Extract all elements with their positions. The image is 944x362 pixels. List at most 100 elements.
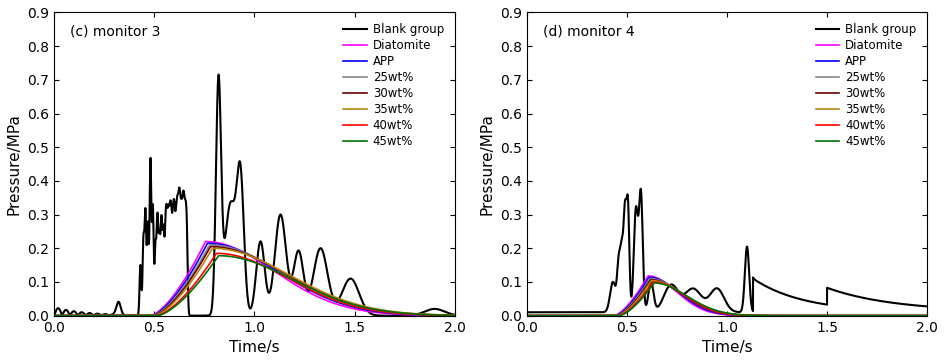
Text: (d) monitor 4: (d) monitor 4 <box>542 25 633 39</box>
45wt% <box>648 281 659 285</box>
30wt% <box>521 313 532 318</box>
Line: Diatomite: Diatomite <box>527 276 926 316</box>
40wt% <box>838 313 850 318</box>
APP <box>366 309 378 313</box>
30wt% <box>366 307 378 311</box>
35wt% <box>920 313 932 318</box>
Diatomite <box>666 286 677 290</box>
25wt% <box>366 307 378 312</box>
30wt% <box>775 313 786 318</box>
35wt% <box>757 313 768 318</box>
45wt% <box>775 313 786 318</box>
40wt% <box>775 313 786 318</box>
Y-axis label: Pressure/MPa: Pressure/MPa <box>479 113 494 215</box>
45wt% <box>194 279 205 284</box>
30wt% <box>920 313 932 318</box>
Legend: Blank group, Diatomite, APP, 25wt%, 30wt%, 35wt%, 40wt%, 45wt%: Blank group, Diatomite, APP, 25wt%, 30wt… <box>810 18 920 152</box>
40wt% <box>69 313 80 318</box>
APP <box>346 304 357 308</box>
35wt% <box>366 306 378 310</box>
30wt% <box>303 284 314 289</box>
40wt% <box>211 251 222 256</box>
45wt% <box>838 313 850 318</box>
35wt% <box>346 300 357 305</box>
Diatomite <box>49 313 60 318</box>
Blank group <box>666 282 677 287</box>
Diatomite <box>541 313 552 318</box>
30wt% <box>49 313 60 318</box>
25wt% <box>818 313 829 318</box>
Line: 35wt%: 35wt% <box>527 281 926 316</box>
Line: Blank group: Blank group <box>527 189 926 312</box>
40wt% <box>366 308 378 312</box>
APP <box>757 313 768 318</box>
40wt% <box>666 286 677 290</box>
APP <box>194 256 205 261</box>
Diatomite <box>920 313 932 318</box>
Legend: Blank group, Diatomite, APP, 25wt%, 30wt%, 35wt%, 40wt%, 45wt%: Blank group, Diatomite, APP, 25wt%, 30wt… <box>338 18 448 152</box>
30wt% <box>644 277 655 282</box>
40wt% <box>346 303 357 308</box>
40wt% <box>448 313 460 317</box>
35wt% <box>194 268 205 272</box>
30wt% <box>818 313 829 318</box>
Diatomite <box>775 313 786 318</box>
45wt% <box>920 313 932 318</box>
Diatomite <box>818 313 829 318</box>
Diatomite <box>303 290 314 294</box>
Blank group <box>303 289 314 294</box>
Blank group <box>775 291 786 295</box>
35wt% <box>666 285 677 289</box>
Diatomite <box>346 306 357 310</box>
45wt% <box>212 253 224 258</box>
35wt% <box>541 313 552 318</box>
Line: Blank group: Blank group <box>55 75 454 316</box>
APP <box>818 313 829 318</box>
30wt% <box>666 285 677 289</box>
Blank group <box>541 310 552 315</box>
40wt% <box>541 313 552 318</box>
Blank group <box>448 313 460 317</box>
35wt% <box>207 246 218 251</box>
Diatomite <box>521 313 532 318</box>
30wt% <box>541 313 552 318</box>
25wt% <box>448 313 460 317</box>
Line: APP: APP <box>55 243 454 316</box>
25wt% <box>521 313 532 318</box>
40wt% <box>285 278 296 282</box>
45wt% <box>346 302 357 306</box>
35wt% <box>645 278 656 283</box>
APP <box>521 313 532 318</box>
Diatomite <box>838 313 850 318</box>
APP <box>448 313 460 317</box>
Line: 45wt%: 45wt% <box>55 256 454 316</box>
40wt% <box>521 313 532 318</box>
25wt% <box>194 261 205 265</box>
25wt% <box>541 313 552 318</box>
Blank group <box>757 283 768 287</box>
25wt% <box>757 313 768 318</box>
APP <box>49 313 60 318</box>
45wt% <box>757 313 768 318</box>
35wt% <box>285 274 296 278</box>
Blank group <box>838 291 850 296</box>
30wt% <box>757 313 768 318</box>
APP <box>202 241 213 245</box>
APP <box>285 278 296 282</box>
Line: 40wt%: 40wt% <box>55 253 454 316</box>
25wt% <box>666 285 677 289</box>
APP <box>643 275 654 279</box>
Blank group <box>212 72 224 77</box>
25wt% <box>204 243 215 247</box>
25wt% <box>838 313 850 318</box>
Diatomite <box>285 280 296 285</box>
30wt% <box>205 244 216 249</box>
Line: 35wt%: 35wt% <box>55 248 454 316</box>
45wt% <box>666 285 677 290</box>
Blank group <box>49 313 60 318</box>
Blank group <box>634 186 646 191</box>
Diatomite <box>642 274 653 278</box>
35wt% <box>49 313 60 318</box>
Line: 25wt%: 25wt% <box>55 245 454 316</box>
35wt% <box>448 313 460 317</box>
